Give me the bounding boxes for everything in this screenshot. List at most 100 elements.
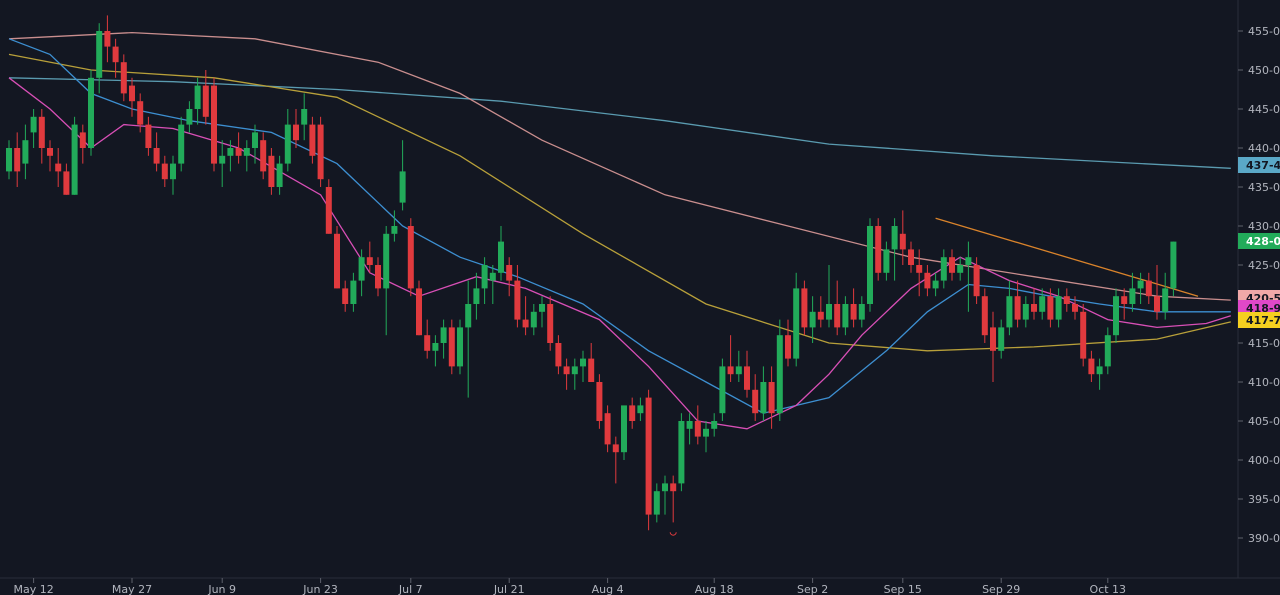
candle-39: [325, 179, 332, 234]
candle-59: [489, 265, 496, 304]
candle-84: [694, 405, 701, 445]
candle-body: [1154, 296, 1160, 312]
candle-body: [71, 124, 78, 195]
candle-16: [137, 93, 144, 133]
candle-106: [875, 218, 882, 281]
candle-body: [416, 288, 422, 336]
candle-112: [924, 265, 931, 297]
candle-body: [653, 491, 660, 515]
candle-body: [924, 272, 931, 289]
candle-5: [47, 140, 53, 172]
price-badge-bg: [1238, 157, 1280, 173]
candle-body: [981, 296, 988, 336]
candle-body: [670, 483, 677, 492]
candle-body: [186, 109, 193, 125]
time-axis[interactable]: May 12 May 27 Jun 9 Jun 23 Jul 7 Jul 21 Aug 4 A…: [13, 578, 1126, 595]
candle-81: [670, 475, 677, 523]
candle-98: [809, 296, 816, 343]
candle-129: [1063, 288, 1070, 312]
candle-body: [96, 31, 103, 78]
candle-99: [817, 296, 824, 328]
moving-average-line-1: [8, 77, 1231, 169]
candle-body: [129, 85, 135, 102]
candle-57: [473, 272, 480, 320]
candle-body: [350, 280, 357, 304]
candle-body: [1031, 304, 1037, 312]
candle-body: [47, 148, 53, 156]
candle-60: [498, 226, 504, 281]
candle-body: [965, 257, 972, 265]
candle-20: [170, 155, 176, 195]
candle-123: [1014, 280, 1021, 328]
candle-body: [703, 428, 709, 437]
candle-body: [334, 233, 340, 289]
candle-28: [235, 132, 242, 164]
candle-body: [1006, 296, 1013, 328]
candle-body: [629, 405, 636, 421]
candle-body: [547, 304, 554, 343]
moving-average-line-2: [8, 31, 1231, 301]
candle-115: [949, 249, 955, 281]
time-tick-label: Aug 18: [695, 583, 734, 595]
candle-94: [776, 319, 783, 421]
candle-67: [555, 335, 562, 375]
candle-63: [522, 296, 529, 336]
price-badge: 437-4: [1238, 157, 1280, 173]
candle-body: [1096, 366, 1103, 375]
candle-body: [178, 124, 185, 164]
candle-body: [252, 132, 258, 148]
candle-body: [768, 382, 775, 414]
candle-body: [243, 148, 250, 156]
candle-70: [580, 350, 586, 382]
moving-average-line-3: [8, 53, 1231, 352]
candle-body: [1170, 241, 1177, 289]
price-badge-text: 428-0: [1246, 235, 1280, 248]
price-badge-text: 417-7: [1246, 314, 1280, 327]
candle-7: [63, 163, 70, 195]
candle-body: [1145, 280, 1152, 297]
candle-88: [727, 335, 734, 382]
candle-137: [1129, 272, 1136, 312]
candle-75: [621, 405, 627, 460]
price-tick-label: 415-0: [1248, 337, 1280, 350]
candle-58: [481, 257, 488, 304]
trendline-layer: [935, 217, 1199, 297]
candle-89: [735, 350, 742, 382]
candle-body: [522, 319, 529, 328]
candle-body: [489, 272, 496, 281]
candle-69: [571, 358, 578, 390]
candle-body: [1055, 296, 1062, 320]
candle-9: [79, 124, 86, 164]
candle-90: [744, 350, 750, 398]
candle-body: [309, 124, 316, 156]
candle-114: [940, 249, 947, 289]
candle-78: [645, 389, 652, 531]
candle-body: [38, 116, 45, 148]
candle-125: [1031, 288, 1037, 320]
price-tick-label: 435-0: [1248, 181, 1280, 194]
candle-body: [440, 327, 447, 343]
price-tick-label: 395-0: [1248, 493, 1280, 506]
candle-body: [375, 265, 381, 289]
price-badge-text: 437-4: [1246, 159, 1280, 172]
candle-body: [145, 124, 152, 148]
candle-body: [563, 366, 570, 375]
candle-body: [1104, 335, 1111, 367]
candle-3: [30, 109, 37, 148]
candle-104: [858, 296, 865, 328]
price-badge-bg: [1238, 233, 1280, 249]
candle-body: [678, 421, 685, 484]
candle-64: [530, 304, 537, 336]
candle-124: [1022, 296, 1029, 328]
candle-body: [1047, 296, 1054, 320]
candle-body: [432, 343, 439, 351]
candle-0: [6, 140, 12, 180]
candle-18: [153, 132, 160, 172]
candle-102: [842, 296, 849, 336]
candle-23: [194, 77, 201, 125]
candle-66: [547, 296, 554, 351]
candle-25: [211, 77, 217, 172]
candle-139: [1145, 272, 1152, 304]
candle-134: [1104, 327, 1111, 375]
